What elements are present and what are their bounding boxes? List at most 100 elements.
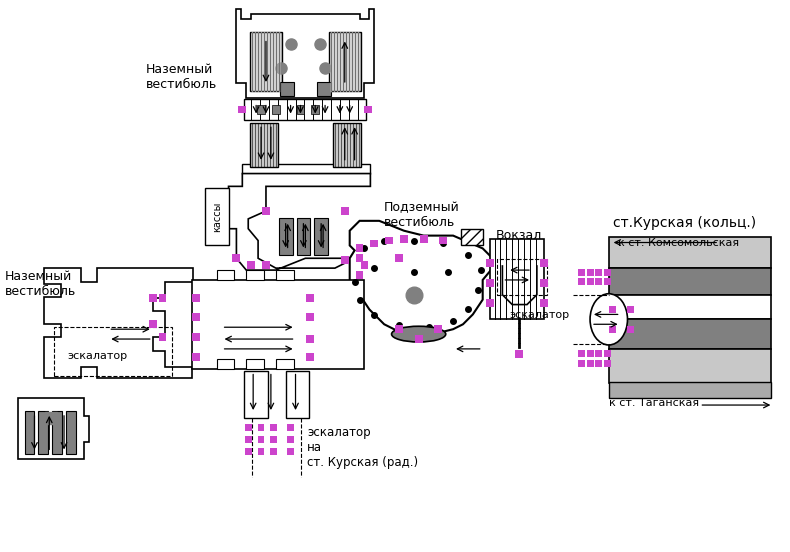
Bar [258, 436, 265, 443]
Bar [192, 280, 364, 369]
Bar [486, 259, 494, 267]
Bar [24, 411, 35, 454]
Bar [386, 237, 393, 245]
Bar [276, 270, 294, 280]
Bar [627, 326, 634, 333]
Bar [609, 306, 616, 313]
Bar [587, 351, 593, 357]
Bar [490, 238, 544, 320]
Ellipse shape [392, 326, 446, 342]
Bar [245, 424, 252, 431]
Bar [587, 269, 593, 275]
Text: кассы: кассы [212, 201, 222, 232]
Text: ст.Курская (кольц.): ст.Курская (кольц.) [613, 216, 756, 230]
Bar [435, 325, 442, 333]
Bar [307, 314, 314, 321]
Bar [627, 306, 634, 313]
Text: эскалатор: эскалатор [510, 310, 570, 320]
Bar [604, 360, 611, 367]
Bar [333, 123, 360, 167]
Bar [149, 320, 156, 328]
Bar [192, 353, 200, 360]
Bar [246, 359, 264, 369]
Bar [258, 448, 265, 455]
Bar [244, 99, 367, 120]
Text: к ст. Таганская: к ст. Таганская [609, 398, 699, 408]
Bar [66, 411, 76, 454]
Bar [287, 424, 294, 431]
Bar [609, 326, 616, 333]
Bar [609, 349, 771, 384]
Bar [609, 268, 771, 295]
Bar [287, 448, 294, 455]
Bar [279, 218, 292, 256]
Bar [307, 353, 314, 360]
Bar [52, 411, 62, 454]
Bar [318, 82, 331, 95]
Bar [296, 218, 310, 256]
Bar [419, 235, 427, 242]
Bar [540, 259, 547, 267]
Bar [247, 261, 255, 269]
Bar [270, 424, 277, 431]
Bar [604, 351, 611, 357]
Bar [192, 333, 200, 341]
Bar [540, 299, 547, 306]
Bar [515, 350, 523, 358]
Bar [159, 333, 167, 341]
Bar [596, 269, 602, 275]
Text: эскалатор: эскалатор [67, 351, 127, 361]
Text: Вокзал: Вокзал [495, 229, 542, 242]
Polygon shape [236, 9, 374, 98]
Polygon shape [44, 268, 193, 379]
Bar [609, 383, 771, 398]
Bar [395, 325, 403, 333]
Bar [232, 254, 240, 262]
Bar [205, 188, 228, 246]
Bar [149, 294, 156, 301]
Bar [192, 294, 200, 301]
Polygon shape [17, 398, 88, 459]
Bar [270, 436, 277, 443]
Bar [55, 327, 172, 376]
Bar [364, 105, 372, 114]
Bar [192, 314, 200, 321]
Bar [609, 237, 771, 268]
Text: эскалатор
на
ст. Курская (рад.): эскалатор на ст. Курская (рад.) [307, 426, 419, 469]
Bar [356, 245, 363, 252]
Bar [340, 207, 348, 215]
Bar [360, 261, 368, 269]
Bar [250, 123, 278, 167]
Bar [262, 261, 270, 269]
Bar [243, 164, 371, 173]
Bar [609, 295, 771, 320]
Bar [439, 237, 447, 245]
Bar [486, 279, 494, 287]
Bar [540, 279, 547, 287]
Bar [371, 240, 378, 247]
Bar [258, 424, 265, 431]
Bar [262, 207, 270, 215]
Bar [244, 370, 268, 418]
Bar [587, 360, 593, 367]
Bar [272, 104, 280, 114]
Bar [356, 271, 363, 279]
Text: Подземный
вестибюль: Подземный вестибюль [384, 201, 460, 229]
Bar [587, 278, 593, 285]
Bar [314, 218, 328, 256]
Bar [245, 448, 252, 455]
Bar [286, 370, 310, 418]
Bar [270, 448, 277, 455]
Bar [400, 235, 408, 242]
Text: Наземный
вестибюль: Наземный вестибюль [5, 270, 76, 298]
Bar [596, 360, 602, 367]
Bar [609, 320, 771, 349]
Bar [246, 270, 264, 280]
Text: Наземный
вестибюль: Наземный вестибюль [146, 63, 217, 91]
Bar [280, 82, 294, 95]
Text: к ст. Комсомольская: к ст. Комсомольская [618, 237, 739, 248]
Bar [604, 278, 611, 285]
Bar [276, 359, 294, 369]
Bar [498, 259, 547, 295]
Bar [239, 105, 246, 114]
